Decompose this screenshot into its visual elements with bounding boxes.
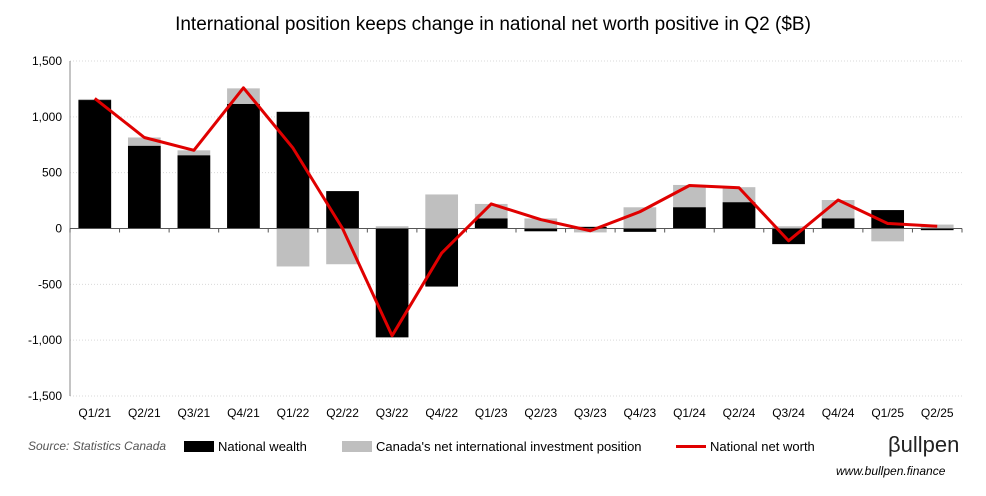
legend-item-national-net-worth: National net worth [676,439,815,454]
y-tick-label: -1,000 [28,333,62,347]
legend-swatch-national-wealth [184,441,214,452]
x-tick-label: Q4/22 [425,406,458,420]
y-tick-label: -500 [38,277,62,291]
legend-label-national-net-worth: National net worth [710,439,815,454]
x-tick-label: Q1/22 [277,406,310,420]
bar-national-wealth [127,145,161,229]
x-tick-label: Q3/23 [574,406,607,420]
x-tick-label: Q1/23 [475,406,508,420]
bar-niip [623,207,657,229]
x-tick-label: Q4/21 [227,406,260,420]
bar-niip [871,228,905,242]
brand-logo: βullpen [888,432,960,457]
bar-niip [524,218,558,229]
bar-niip [920,224,954,229]
y-tick-label: 0 [55,222,62,236]
bar-national-wealth [623,228,657,232]
x-tick-label: Q1/24 [673,406,706,420]
bar-niip [375,226,409,229]
bar-national-wealth [673,207,706,229]
x-tick-label: Q2/25 [921,406,954,420]
bar-national-wealth [920,228,954,231]
bar-national-wealth [227,103,260,229]
source-note: Source: Statistics Canada [28,439,167,453]
x-tick-label: Q4/24 [822,406,855,420]
legend-swatch-national-net-worth [676,445,706,448]
x-tick-label: Q3/24 [772,406,805,420]
bar-national-wealth [276,111,310,229]
x-tick-label: Q2/22 [326,406,359,420]
y-tick-label: 500 [42,166,62,180]
bar-national-wealth [573,226,607,229]
x-tick-label: Q3/21 [178,406,211,420]
x-tick-label: Q1/21 [78,406,111,420]
legend-label-national-wealth: National wealth [218,439,307,454]
legend-item-niip: Canada's net international investment po… [342,439,642,454]
line-national-net-worth [93,86,938,338]
x-tick-label: Q2/21 [128,406,161,420]
x-tick-label: Q1/25 [871,406,904,420]
legend-item-national-wealth: National wealth [184,439,307,454]
chart-title: International position keeps change in n… [175,14,811,35]
bar-national-wealth [722,202,756,229]
x-tick-label: Q2/24 [723,406,756,420]
bar-niip [425,194,459,229]
bar-niip [326,228,359,265]
x-tick-label: Q2/23 [524,406,557,420]
bar-national-wealth [474,218,508,229]
y-tick-label: 1,500 [32,54,62,68]
y-tick-label: 1,000 [32,110,62,124]
x-tick-label: Q3/22 [376,406,409,420]
bar-national-wealth [177,155,211,229]
bar-niip [772,226,805,229]
x-tick-label: Q4/23 [624,406,657,420]
bar-national-wealth [425,228,459,287]
website-url: www.bullpen.finance [836,464,946,478]
bar-national-wealth [524,228,558,232]
y-tick-label: -1,500 [28,389,62,403]
legend-label-niip: Canada's net international investment po… [376,439,642,454]
bar-national-wealth [821,218,855,229]
bar-national-wealth [375,228,409,338]
bar-niip [276,228,310,267]
bar-national-wealth [78,100,112,229]
legend-swatch-niip [342,441,372,452]
